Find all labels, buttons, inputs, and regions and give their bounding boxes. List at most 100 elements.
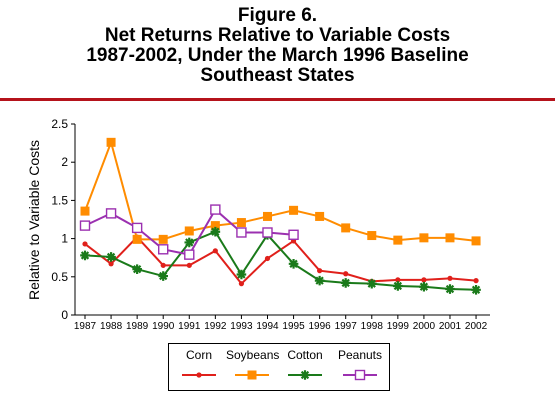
data-point-cotton xyxy=(106,252,116,262)
data-point-soybeans xyxy=(158,234,168,244)
legend-swatch-marker xyxy=(247,370,257,380)
data-point-corn xyxy=(421,277,427,283)
y-tick-label: 2.5 xyxy=(51,117,68,131)
data-point-soybeans xyxy=(262,211,272,221)
x-tick-label: 1993 xyxy=(230,321,253,332)
y-tick-label: 0.5 xyxy=(51,270,68,284)
data-point-peanuts xyxy=(210,204,221,215)
data-point-cotton xyxy=(158,271,169,281)
series-cotton xyxy=(80,226,481,295)
x-tick-label: 1998 xyxy=(361,321,384,332)
series-line-corn xyxy=(84,235,477,286)
x-tick-label: 1994 xyxy=(256,321,279,332)
data-point-corn xyxy=(264,255,271,262)
y-tick-label: 1.5 xyxy=(51,193,68,207)
legend: Corn Soybeans Cotton Peanuts xyxy=(168,343,390,391)
title-line-3: 1987-2002, Under the March 1996 Baseline xyxy=(86,45,469,66)
data-point-soybeans xyxy=(289,205,299,215)
legend-swatch xyxy=(288,370,322,380)
data-point-peanuts xyxy=(262,227,273,238)
data-point-cotton xyxy=(80,250,90,261)
data-point-peanuts xyxy=(288,229,299,240)
title-divider xyxy=(0,98,555,101)
data-point-soybeans xyxy=(315,211,325,221)
legend-swatch xyxy=(343,369,377,381)
series-peanuts xyxy=(79,204,299,260)
data-point-peanuts xyxy=(131,222,143,234)
data-point-soybeans xyxy=(367,231,377,241)
y-tick-label: 2 xyxy=(61,155,68,169)
legend-item-corn: Corn xyxy=(173,348,225,381)
data-point-soybeans xyxy=(132,234,142,244)
data-point-corn xyxy=(473,278,479,284)
x-tick-label: 2000 xyxy=(413,321,436,332)
data-point-soybeans xyxy=(445,233,455,243)
legend-item-peanuts: Peanuts xyxy=(334,348,386,381)
legend-label: Peanuts xyxy=(337,348,383,362)
data-point-cotton xyxy=(236,269,247,280)
data-point-cotton xyxy=(366,278,377,289)
x-tick-label: 1999 xyxy=(387,321,410,332)
data-point-cotton xyxy=(132,264,142,274)
x-tick-label: 1990 xyxy=(152,321,175,332)
title-line-2: Net Returns Relative to Variable Costs xyxy=(104,25,451,46)
data-point-peanuts xyxy=(79,220,91,231)
data-point-peanuts xyxy=(105,208,117,219)
data-point-corn xyxy=(343,271,349,277)
data-point-soybeans xyxy=(393,235,403,245)
x-tick-label: 1997 xyxy=(335,321,358,332)
chart-title: Figure 6. Net Returns Relative to Variab… xyxy=(0,6,555,86)
legend-swatch xyxy=(182,372,216,378)
data-point-peanuts xyxy=(158,244,169,255)
legend-label: Soybeans xyxy=(226,348,280,362)
data-point-corn xyxy=(447,275,453,281)
data-point-soybeans xyxy=(419,233,429,243)
x-tick-label: 1991 xyxy=(178,321,201,332)
data-point-peanuts xyxy=(184,249,195,260)
axes: 0 0.5 1 1.5 2 2.5 1987 1988 1989 1990 1991 1992 1993… xyxy=(51,117,490,332)
data-point-soybeans xyxy=(341,223,351,233)
data-point-cotton xyxy=(184,237,195,248)
data-point-cotton xyxy=(393,281,403,291)
data-point-cotton xyxy=(445,284,455,294)
x-tick-label: 2001 xyxy=(439,321,462,332)
legend-label: Corn xyxy=(185,348,212,362)
data-point-cotton xyxy=(314,275,325,286)
legend-item-cotton: Cotton xyxy=(279,348,331,381)
series-corn xyxy=(82,234,479,287)
y-tick-label: 0 xyxy=(61,308,68,322)
legend-label: Cotton xyxy=(287,348,323,362)
legend-swatch xyxy=(235,370,269,380)
data-point-soybeans xyxy=(210,221,220,231)
data-point-cotton xyxy=(340,278,351,288)
legend-swatch-marker xyxy=(300,370,310,380)
data-point-cotton xyxy=(471,284,481,295)
title-line-4: Southeast States xyxy=(200,65,355,86)
data-point-soybeans xyxy=(236,218,246,228)
legend-item-soybeans: Soybeans xyxy=(226,348,280,381)
y-axis-label: Relative to Variable Costs xyxy=(26,140,42,300)
legend-swatch-marker xyxy=(354,369,366,381)
series-line-cotton xyxy=(84,230,477,291)
data-point-corn xyxy=(395,277,401,283)
x-tick-label: 1989 xyxy=(126,321,149,332)
data-point-soybeans xyxy=(106,137,116,147)
series-layer xyxy=(79,137,481,295)
legend-swatch-marker xyxy=(196,372,202,378)
data-point-soybeans xyxy=(471,236,481,246)
data-point-corn xyxy=(212,248,218,254)
data-point-peanuts xyxy=(236,227,247,238)
data-point-corn xyxy=(82,241,88,247)
data-point-cotton xyxy=(419,281,429,292)
data-point-corn xyxy=(160,262,166,268)
data-point-cotton xyxy=(210,226,221,237)
x-tick-label: 1988 xyxy=(100,321,123,332)
data-point-corn xyxy=(186,262,192,268)
data-point-corn xyxy=(108,261,114,267)
x-tick-label: 2002 xyxy=(465,321,488,332)
data-point-corn xyxy=(238,281,245,287)
title-line-1: Figure 6. xyxy=(237,5,318,26)
series-line-soybeans xyxy=(84,139,477,242)
data-point-soybeans xyxy=(80,206,90,216)
data-point-corn xyxy=(317,268,323,274)
